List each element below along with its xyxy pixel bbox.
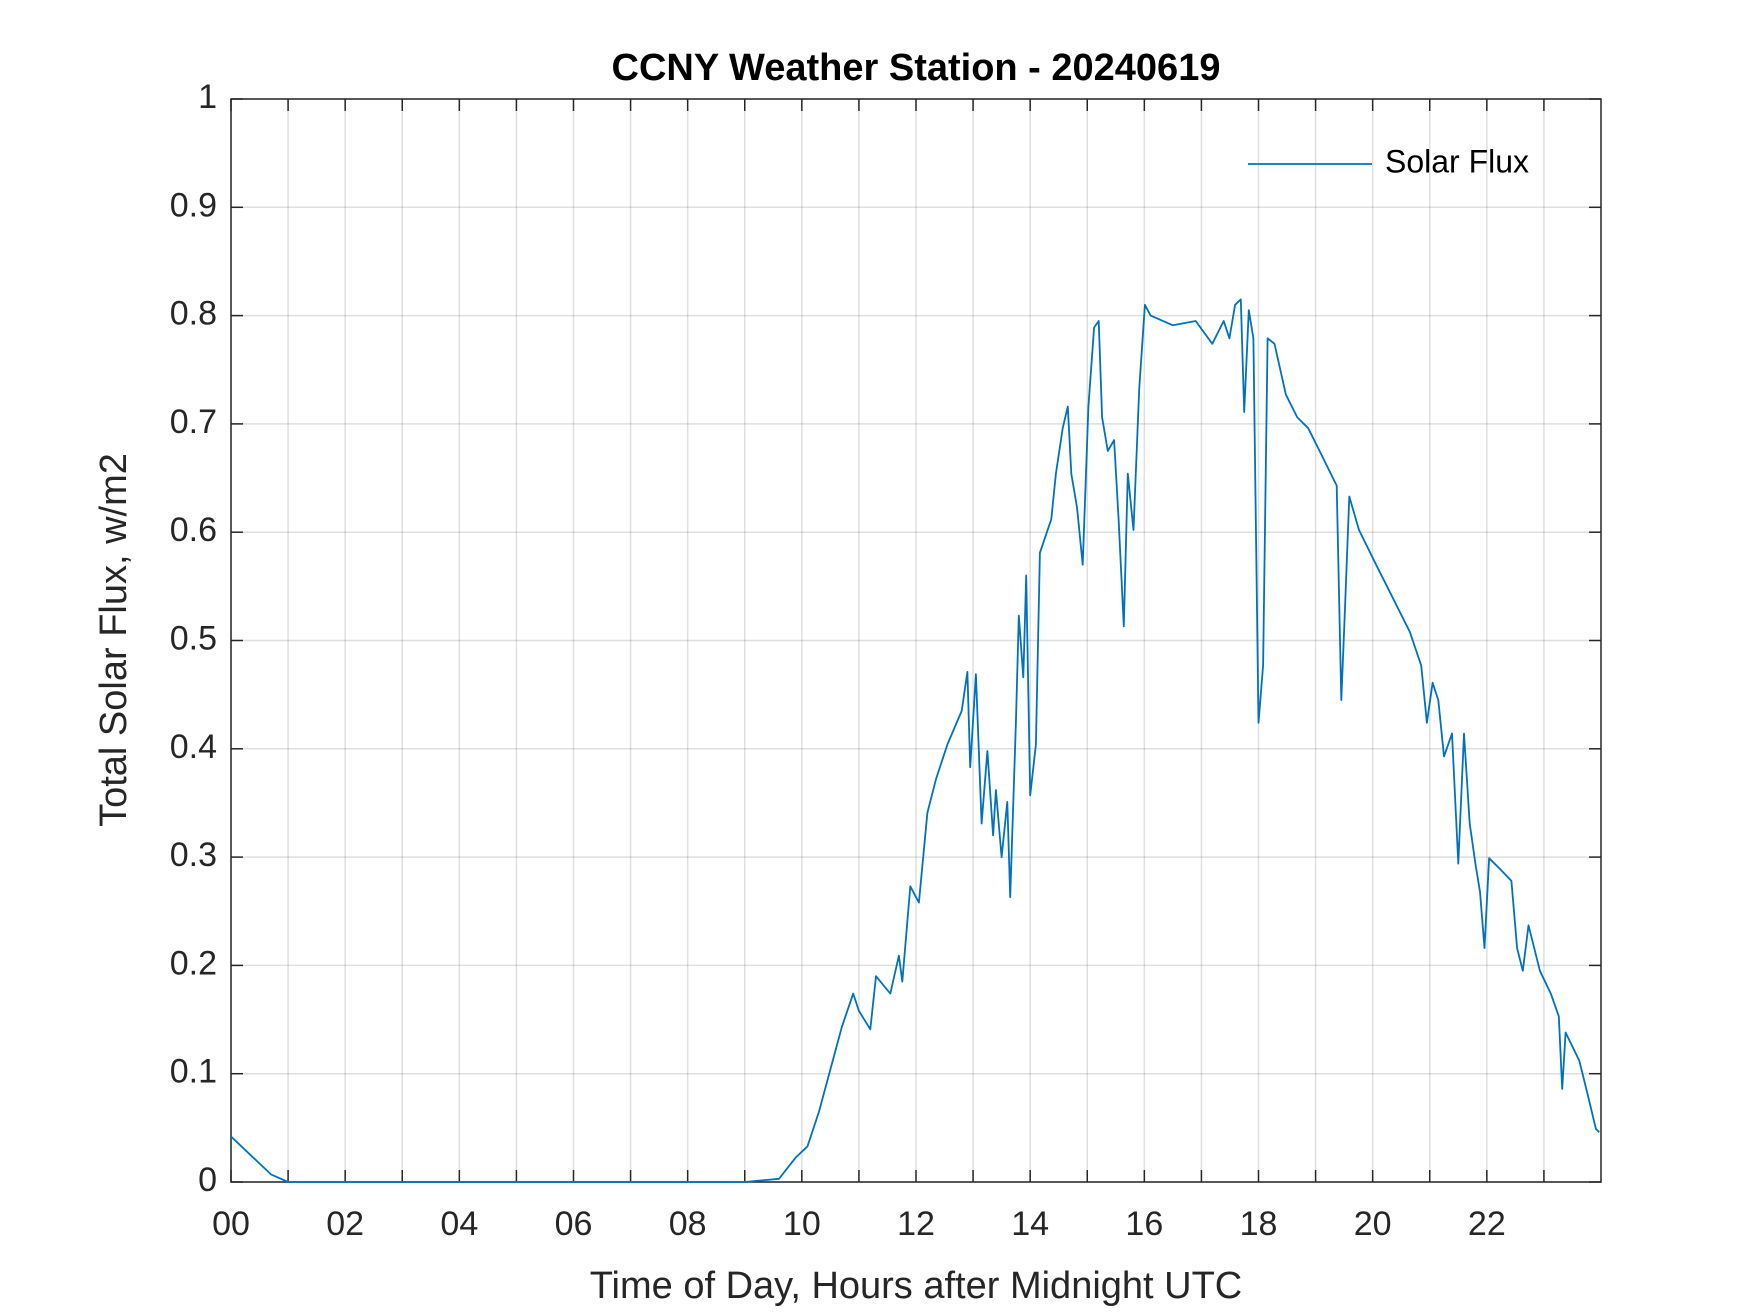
y-tick-label: 0.1 bbox=[170, 1053, 217, 1091]
x-tick-label: 22 bbox=[1468, 1205, 1506, 1243]
x-tick-label: 10 bbox=[783, 1205, 821, 1243]
y-tick-label: 0.2 bbox=[170, 944, 217, 982]
y-tick-label: 0.5 bbox=[170, 619, 217, 657]
x-tick-label: 14 bbox=[1011, 1205, 1049, 1243]
y-axis-label: Total Solar Flux, w/m2 bbox=[93, 453, 135, 827]
y-tick-label: 0.4 bbox=[170, 728, 217, 766]
y-tick-label: 0.3 bbox=[170, 836, 217, 874]
y-tick-label: 0.7 bbox=[170, 403, 217, 441]
y-tick-label: 0.6 bbox=[170, 511, 217, 549]
y-tick-label: 0.8 bbox=[170, 295, 217, 333]
x-tick-label: 20 bbox=[1354, 1205, 1392, 1243]
x-tick-label: 18 bbox=[1240, 1205, 1278, 1243]
x-tick-label: 04 bbox=[440, 1205, 478, 1243]
x-tick-label: 02 bbox=[326, 1205, 364, 1243]
x-axis-label: Time of Day, Hours after Midnight UTC bbox=[590, 1265, 1243, 1307]
x-tick-label: 12 bbox=[897, 1205, 935, 1243]
y-tick-label: 1 bbox=[198, 78, 217, 116]
plot-frame bbox=[230, 98, 1602, 1183]
x-tick-label: 08 bbox=[669, 1205, 707, 1243]
x-tick-label: 16 bbox=[1125, 1205, 1163, 1243]
x-tick-label: 06 bbox=[555, 1205, 593, 1243]
y-tick-label: 0 bbox=[198, 1161, 217, 1199]
legend-label: Solar Flux bbox=[1385, 143, 1529, 179]
data-line bbox=[230, 298, 1600, 1183]
y-tick-label: 0.9 bbox=[170, 186, 217, 224]
chart-title: CCNY Weather Station - 20240619 bbox=[612, 47, 1221, 89]
x-tick-label: 00 bbox=[212, 1205, 250, 1243]
